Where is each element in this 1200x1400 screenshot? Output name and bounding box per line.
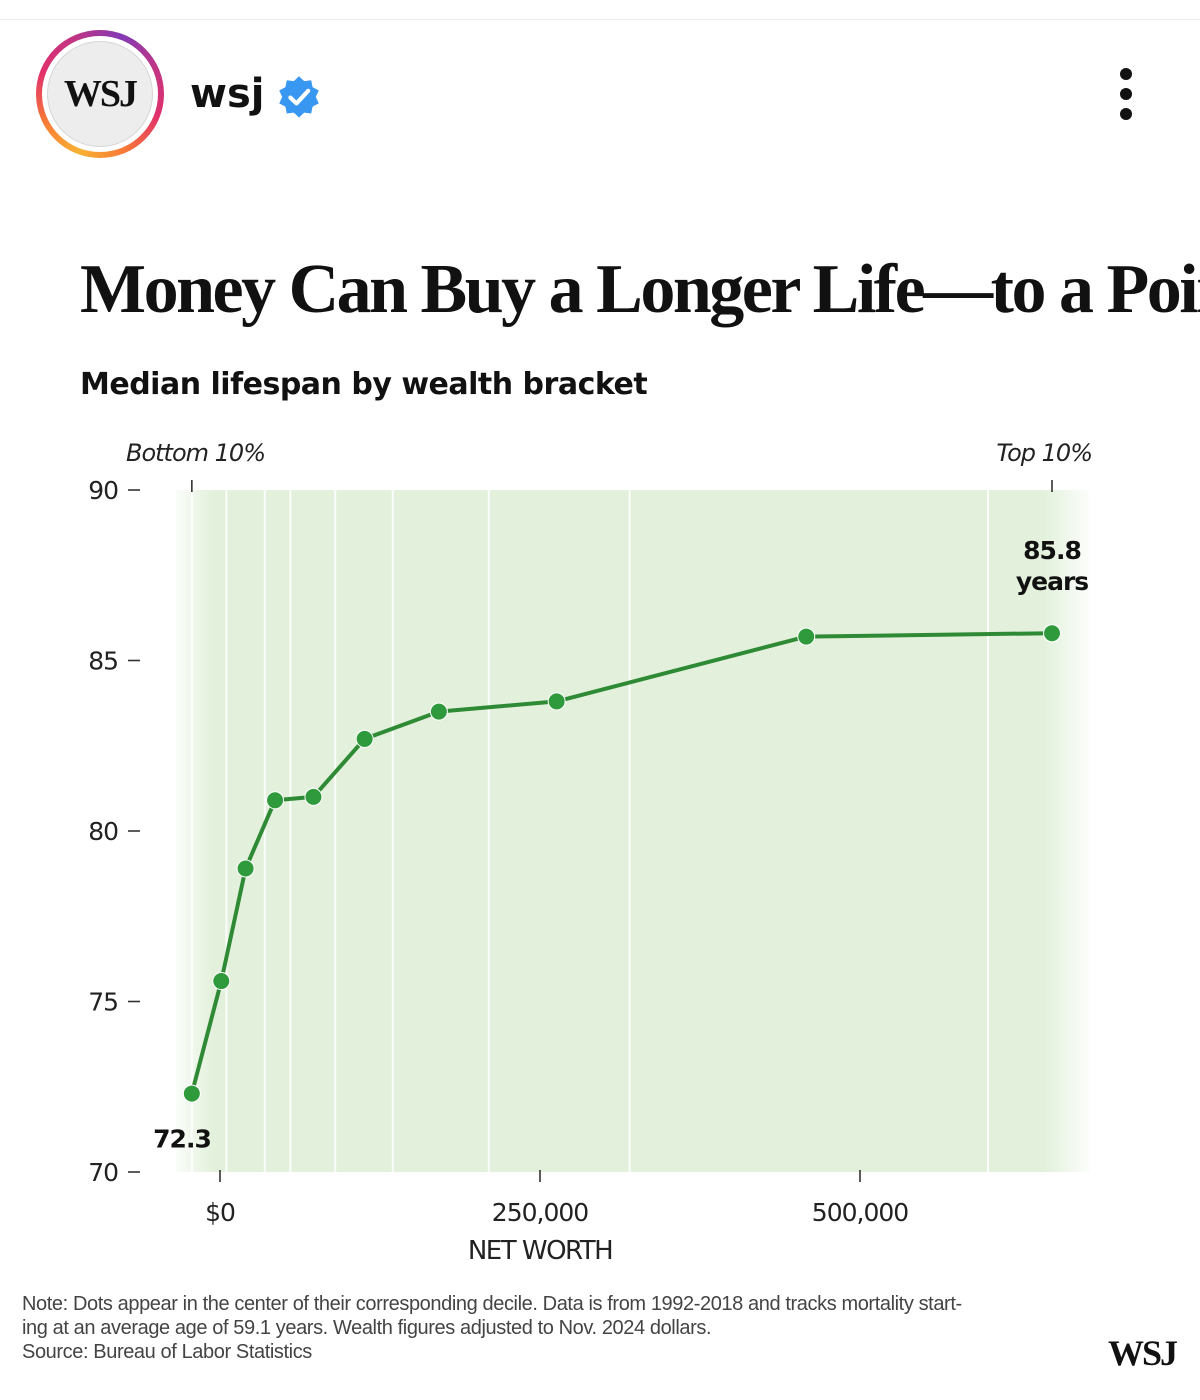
end-value-label: 85.8 <box>1023 536 1081 565</box>
top-divider <box>0 0 1200 20</box>
data-point <box>212 972 231 991</box>
data-point <box>355 729 374 748</box>
data-point <box>547 692 566 711</box>
account-handle[interactable]: wsj <box>190 71 265 117</box>
y-tick-label: 75 <box>88 988 118 1017</box>
note-line-1: Note: Dots appear in the center of their… <box>22 1293 962 1315</box>
line-chart: 70 75 80 85 90 $0 250,000 500,000 NET WORTH Botto… <box>88 439 1093 1266</box>
data-point <box>1043 624 1061 643</box>
more-options-button[interactable] <box>1104 64 1148 124</box>
y-tick-label: 80 <box>88 817 118 846</box>
y-tick-label: 85 <box>88 647 118 676</box>
verified-badge-icon <box>279 76 319 118</box>
wsj-logo: WSJ <box>1108 1333 1178 1373</box>
chart-subtitle: Median lifespan by wealth bracket <box>80 367 648 402</box>
background-band <box>176 490 1090 1172</box>
more-vertical-icon <box>1120 108 1132 120</box>
top-decile-label: Top 10% <box>996 439 1092 467</box>
more-vertical-icon <box>1120 68 1132 80</box>
x-tick-label: 250,000 <box>492 1198 588 1227</box>
y-tick-label: 90 <box>88 476 118 505</box>
y-tick-label: 70 <box>88 1158 118 1187</box>
avatar-logo: WSJ <box>47 41 153 147</box>
start-value-label: 72.3 <box>153 1125 211 1154</box>
note-source: Source: Bureau of Labor Statistics <box>22 1341 312 1363</box>
avatar-border: WSJ <box>42 36 158 152</box>
end-value-unit-label: years <box>1016 567 1088 596</box>
more-vertical-icon <box>1120 88 1132 100</box>
bottom-decile-label: Bottom 10% <box>126 439 265 467</box>
chart-note: Note: Dots appear in the center of their… <box>22 1292 1022 1364</box>
x-axis-label: NET WORTH <box>468 1236 612 1266</box>
data-point <box>236 859 255 878</box>
data-point <box>304 787 323 806</box>
avatar[interactable]: WSJ <box>36 30 164 158</box>
data-point <box>266 791 285 810</box>
x-tick-label: $0 <box>205 1198 235 1227</box>
chart-title: Money Can Buy a Longer Life—to a Point <box>80 251 1200 328</box>
data-point <box>797 627 816 646</box>
data-point <box>182 1084 201 1103</box>
x-tick-label: 500,000 <box>812 1198 908 1227</box>
note-line-2: ing at an average age of 59.1 years. Wea… <box>22 1317 712 1339</box>
data-point <box>429 702 448 721</box>
post-header: WSJ wsj <box>0 20 1200 170</box>
series-line <box>189 631 1054 1096</box>
